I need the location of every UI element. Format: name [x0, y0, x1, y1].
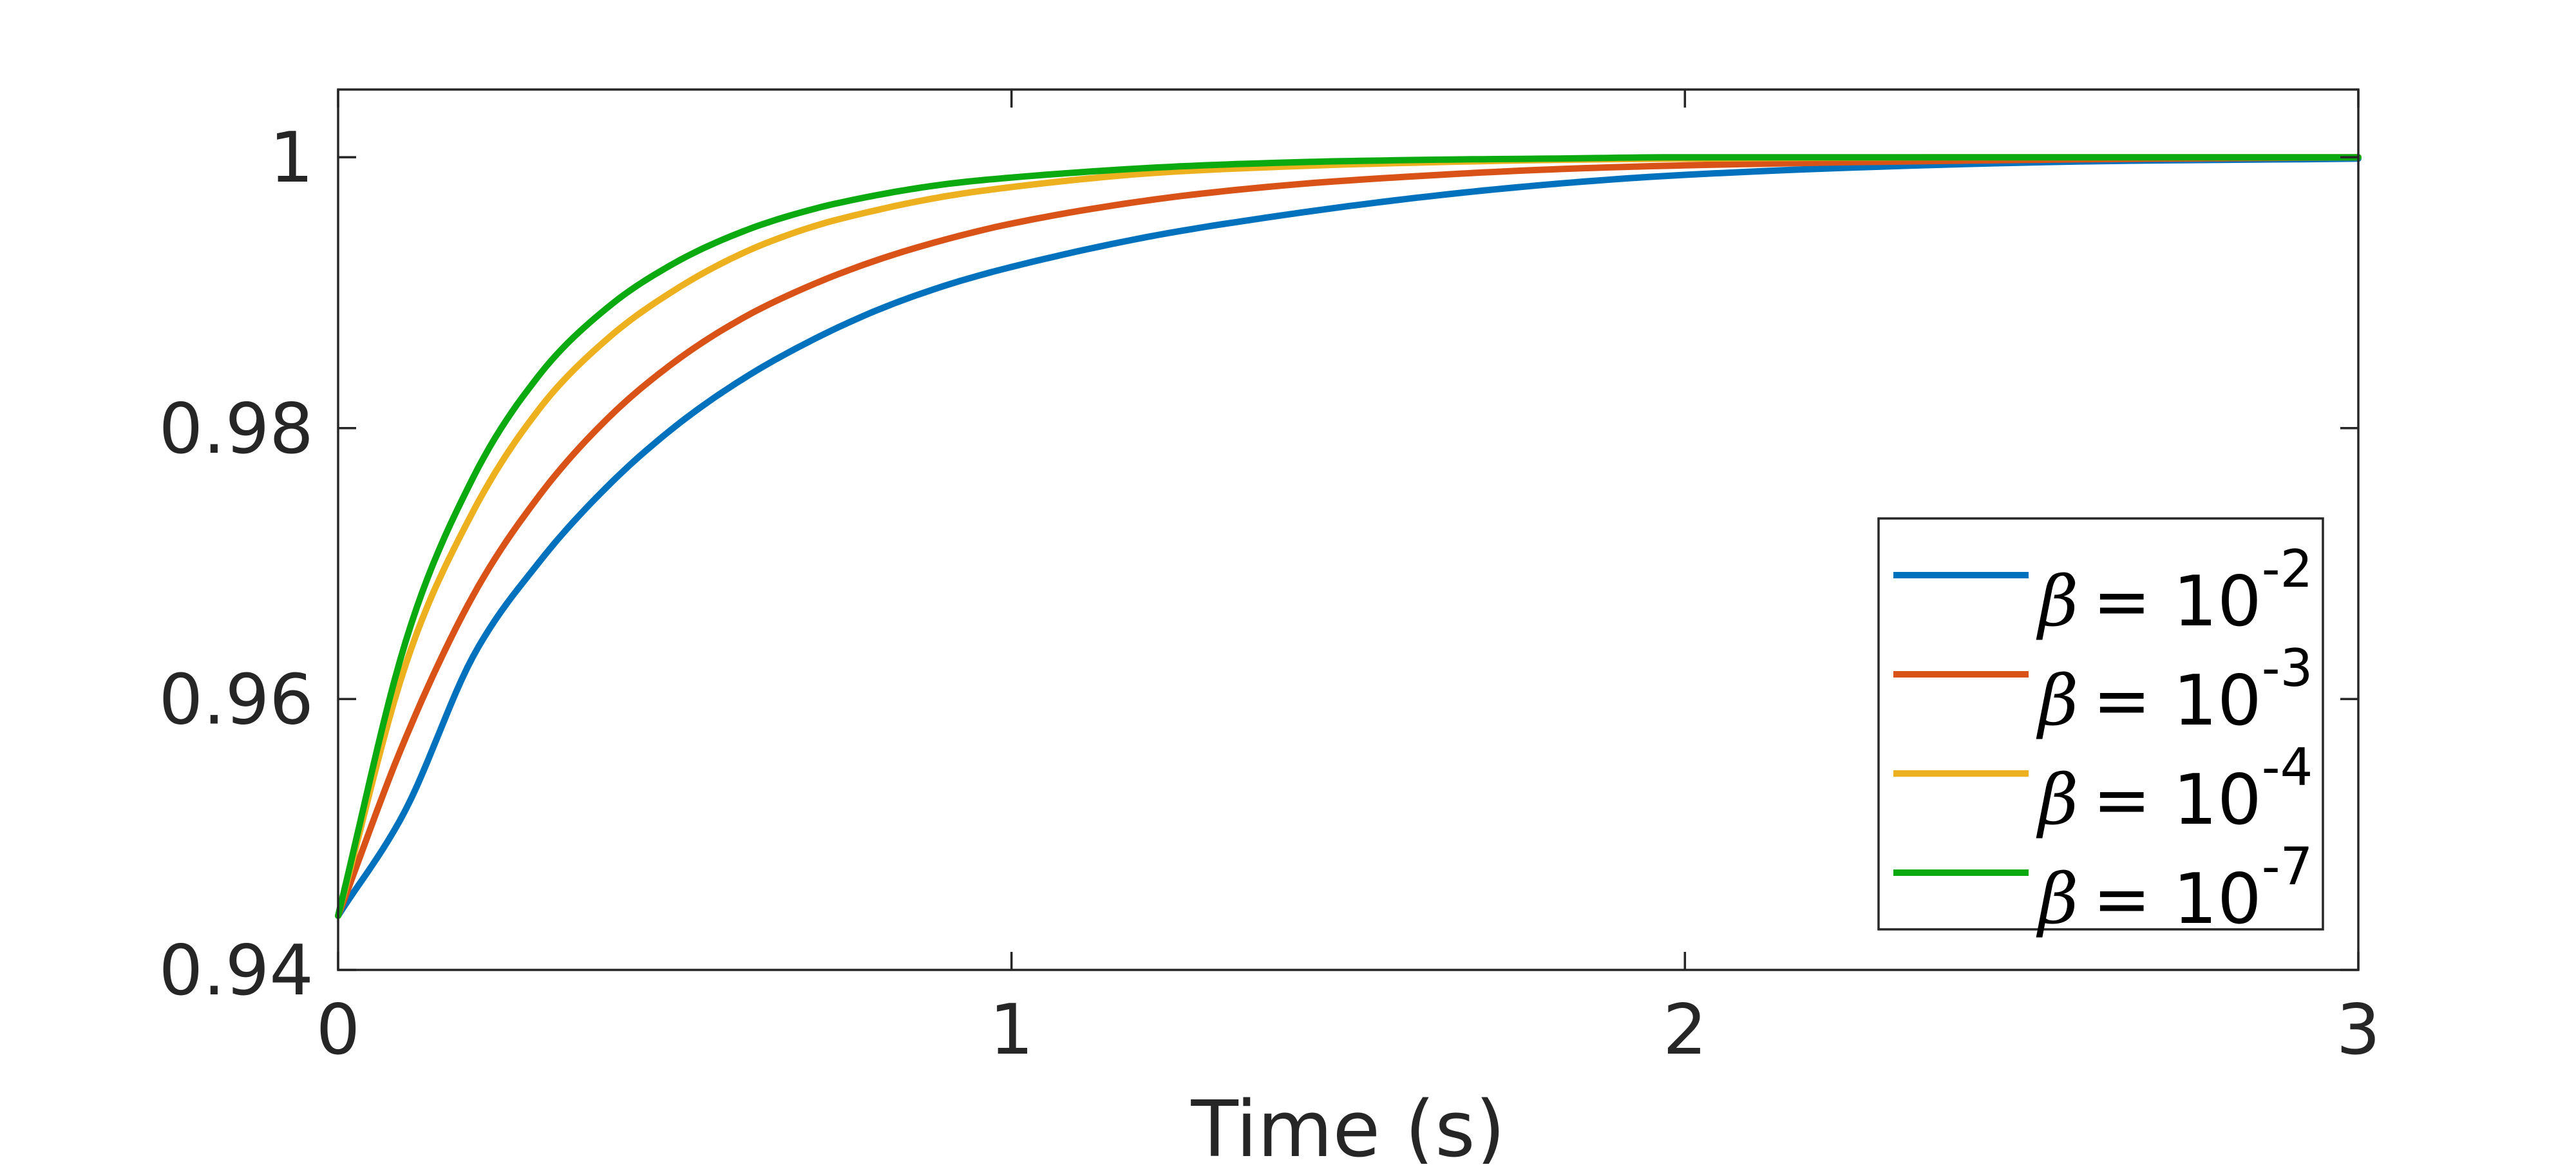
legend-entry-0: β = 10-2 [1893, 539, 2313, 642]
y-tick-label: 0.98 [159, 389, 314, 470]
legend-entry-2: β = 10-4 [1893, 737, 2313, 840]
x-tick-label: 2 [1663, 990, 1707, 1070]
legend-label: β = 10-3 [2036, 638, 2313, 741]
legend-entry-1: β = 10-3 [1893, 638, 2313, 741]
legend-label: β = 10-7 [2036, 837, 2313, 940]
legend: β = 10-2β = 10-3β = 10-4β = 10-7 [1877, 517, 2324, 940]
x-tick-label: 3 [2336, 990, 2381, 1070]
series-layer [335, 154, 2362, 919]
series-line-0 [335, 155, 2362, 919]
x-tick-label: 0 [316, 990, 361, 1070]
series-line-1 [335, 154, 2362, 919]
legend-label: β = 10-4 [2036, 737, 2313, 840]
x-axis-label: Time (s) [1191, 1085, 1506, 1164]
y-tick-label: 0.94 [159, 931, 314, 1011]
y-tick-label: 0.96 [159, 659, 314, 740]
ticks-layer: 0 1 2 3 0.94 0.96 0.98 1 [159, 90, 2381, 1070]
legend-entry-3: β = 10-7 [1893, 837, 2313, 940]
series-line-3 [335, 154, 2362, 919]
x-tick-label: 1 [989, 990, 1034, 1070]
y-tick-label: 1 [269, 118, 314, 198]
axes-frame [337, 88, 2360, 971]
legend-label: β = 10-2 [2036, 539, 2313, 642]
legend-box [1877, 517, 2324, 931]
